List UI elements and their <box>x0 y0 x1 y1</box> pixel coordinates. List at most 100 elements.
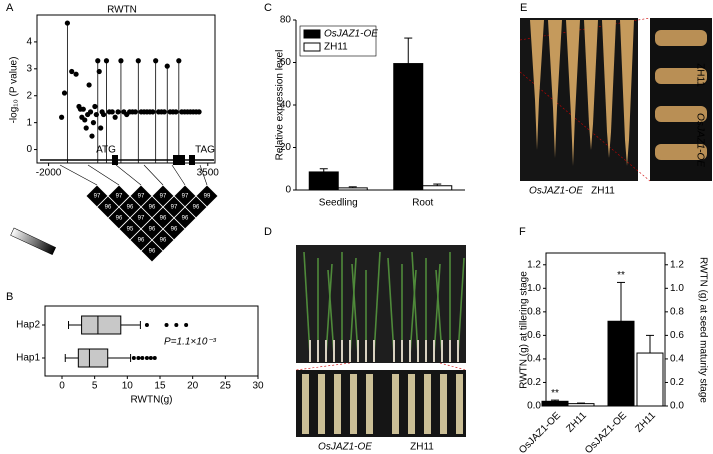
outlier <box>144 323 149 327</box>
point <box>92 103 98 110</box>
ld-value: 96 <box>160 216 167 222</box>
stem-inset <box>318 374 325 434</box>
plot-frame <box>36 14 216 164</box>
point <box>80 106 86 112</box>
x-tick-label: 20 <box>187 381 199 392</box>
x-tick-label: 15 <box>154 381 166 392</box>
y-tick-label: 0 <box>26 144 32 155</box>
ld-value: 97 <box>116 194 123 200</box>
outlier <box>144 356 149 360</box>
node-inset <box>655 68 707 84</box>
y-tick-label: 40 <box>280 100 292 111</box>
ld-connector <box>143 164 164 186</box>
photo-label: ZH11 <box>694 63 705 87</box>
plant <box>457 257 465 356</box>
photo-label: OsJAZ1-OE <box>694 113 705 167</box>
stem-inset <box>334 374 341 434</box>
annotation: P=1.1×10⁻³ <box>164 337 217 348</box>
point <box>132 109 139 115</box>
photo-label: ZH11 <box>591 186 615 197</box>
point <box>90 120 97 126</box>
panel-label: E <box>520 2 527 14</box>
ld-connector <box>87 164 120 186</box>
y-tick-label: 3 <box>26 63 32 74</box>
bar <box>422 185 453 191</box>
panel-label: A <box>6 2 14 14</box>
stem-inset <box>366 374 373 434</box>
y-tick-label: 0.2 <box>527 377 541 388</box>
y-tick-label: 4 <box>26 37 32 48</box>
ld-value: 97 <box>171 205 178 211</box>
point <box>86 82 92 88</box>
plant <box>433 263 441 356</box>
y-axis-label: -log₁₀ (P value) <box>9 57 20 124</box>
bar <box>393 63 424 191</box>
point <box>103 58 110 64</box>
photo-label: OsJAZ1-OE <box>529 186 583 197</box>
legend-label: OsJAZ1-OE <box>324 29 378 40</box>
stem-inset <box>408 374 415 434</box>
x-tick-label: 30 <box>252 381 264 392</box>
panel-label: F <box>519 226 526 238</box>
legend-swatch <box>303 29 321 39</box>
box <box>77 348 109 368</box>
y-tick-label: 0 <box>285 185 291 196</box>
photo-label: OsJAZ1-OE <box>318 442 372 453</box>
stem-inset <box>456 374 463 434</box>
point <box>98 125 104 131</box>
bar <box>541 400 569 407</box>
point <box>69 68 75 75</box>
y2-tick-label: 1.0 <box>670 283 684 294</box>
ld-legend <box>10 227 57 256</box>
panicle <box>530 20 544 150</box>
panicle <box>584 20 598 150</box>
ld-value: 97 <box>138 194 145 200</box>
outlier <box>136 356 141 360</box>
point <box>95 58 101 64</box>
y-tick-label: 60 <box>280 57 292 68</box>
stem-inset <box>424 374 431 434</box>
ld-connector <box>115 164 142 186</box>
x-tick-label: ZH11 <box>633 410 658 435</box>
y-tick-label: 0.0 <box>527 401 541 412</box>
point <box>87 109 94 115</box>
box <box>81 315 122 335</box>
x-tick-label: 10 <box>122 381 134 392</box>
x-tick-label: Root <box>412 198 433 209</box>
y2-tick-label: 1.2 <box>670 259 684 270</box>
plant <box>351 263 359 356</box>
plant <box>373 251 381 356</box>
ld-value: 96 <box>105 205 112 211</box>
point <box>109 109 115 115</box>
point <box>173 109 179 115</box>
annotation: TAG <box>195 145 215 156</box>
bar <box>607 320 635 407</box>
stem-inset <box>440 374 447 434</box>
x-tick-label: 3500 <box>197 168 220 179</box>
panicle <box>566 20 580 166</box>
panel-label: C <box>264 2 272 14</box>
ld-value: 97 <box>94 194 101 200</box>
stem-inset <box>350 374 357 434</box>
outlier <box>152 356 157 360</box>
point <box>161 109 167 115</box>
plant <box>411 251 419 356</box>
node-inset <box>655 106 707 122</box>
y-tick-label: 20 <box>280 142 292 153</box>
panel-label: D <box>264 226 272 238</box>
point <box>118 58 124 64</box>
plant <box>325 263 333 356</box>
bar <box>636 352 664 407</box>
x-tick-label: Seedling <box>319 198 358 209</box>
ld-value: 97 <box>138 216 145 222</box>
ld-value: 96 <box>116 216 123 222</box>
outlier <box>140 356 145 360</box>
plot-frame <box>545 252 666 407</box>
ld-value: 96 <box>182 216 189 222</box>
point <box>100 111 107 118</box>
panicle <box>602 20 616 158</box>
plot-frame <box>44 305 259 377</box>
point <box>59 114 65 120</box>
y-tick-label: 1.2 <box>527 259 541 270</box>
